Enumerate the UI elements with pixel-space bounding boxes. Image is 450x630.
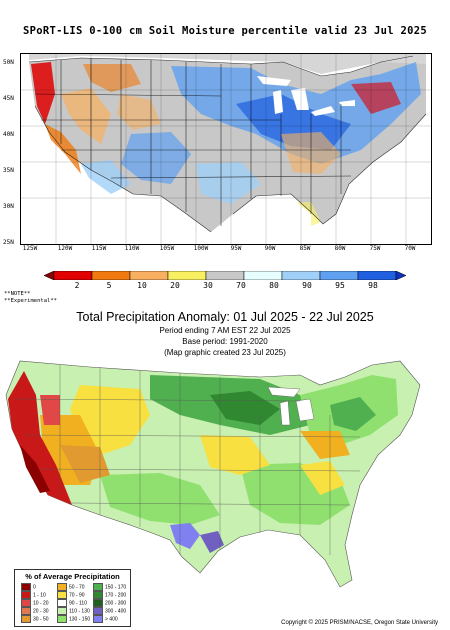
precip-legend-item: 90 - 110 <box>57 599 87 607</box>
soil-moisture-colorbar <box>44 271 406 280</box>
precip-legend-label: 50 - 70 <box>69 584 85 591</box>
precip-legend-swatch <box>93 599 103 607</box>
colorbar-swatch <box>319 271 359 280</box>
precip-legend-label: 200 - 300 <box>105 600 127 607</box>
precip-legend-item: 200 - 300 <box>93 599 126 607</box>
precip-legend-swatch <box>57 615 67 623</box>
precip-created-date: (Map graphic created 23 Jul 2025) <box>164 348 286 357</box>
colorbar-label-30: 30 <box>203 281 213 290</box>
precip-legend-label: 10 - 20 <box>33 600 49 607</box>
precip-legend-item: 130 - 150 <box>57 615 90 623</box>
lat-label-50n: 50N <box>3 59 14 66</box>
lon-label-95w: 95W <box>230 245 242 252</box>
precip-legend-swatch <box>57 583 67 591</box>
lon-label-70w: 70W <box>404 245 416 252</box>
note-label: **NOTE** <box>4 291 31 297</box>
lon-label-110w: 110W <box>124 245 140 252</box>
colorbar-swatch <box>91 271 131 280</box>
soil-moisture-map <box>20 53 432 245</box>
colorbar-label-95: 95 <box>335 281 345 290</box>
precip-legend-swatch <box>21 591 31 599</box>
colorbar-label-5: 5 <box>106 281 112 290</box>
precip-legend-label: 150 - 170 <box>105 584 127 591</box>
lat-label-35n: 35N <box>3 167 14 174</box>
precip-legend-item: 150 - 170 <box>93 583 126 591</box>
lon-label-100w: 100W <box>193 245 209 252</box>
precip-legend-swatch <box>21 583 31 591</box>
colorbar-swatch <box>357 271 397 280</box>
precip-legend-swatch <box>21 615 31 623</box>
colorbar-label-90: 90 <box>302 281 312 290</box>
precip-legend-swatch <box>57 607 67 615</box>
colorbar-label-10: 10 <box>137 281 147 290</box>
lon-label-90w: 90W <box>264 245 276 252</box>
precip-legend-item: > 400 <box>93 615 118 623</box>
precip-legend-label: 130 - 150 <box>69 616 91 623</box>
lon-label-75w: 75W <box>369 245 381 252</box>
precip-legend-label: 70 - 90 <box>69 592 85 599</box>
colorbar-label-2: 2 <box>74 281 80 290</box>
colorbar-label-80: 80 <box>269 281 279 290</box>
precip-legend-label: 0 <box>33 584 36 591</box>
precip-legend-swatch <box>57 591 67 599</box>
precip-legend-swatch <box>21 607 31 615</box>
precip-legend-item: 110 - 130 <box>57 607 90 615</box>
colorbar-swatch <box>243 271 283 280</box>
precip-period-subtitle: Period ending 7 AM EST 22 Jul 2025 <box>159 326 291 335</box>
precip-legend-swatch <box>93 591 103 599</box>
colorbar-min-arrow <box>44 271 55 280</box>
colorbar-max-arrow <box>395 271 406 280</box>
precip-legend-swatch <box>21 599 31 607</box>
precip-legend-swatch <box>57 599 67 607</box>
colorbar-swatch <box>53 271 93 280</box>
experimental-label: **Experimental** <box>4 298 57 304</box>
lon-label-105w: 105W <box>159 245 175 252</box>
precip-legend-item: 170 - 200 <box>93 591 126 599</box>
precip-legend-label: > 400 <box>105 616 118 623</box>
lat-label-45n: 45N <box>3 95 14 102</box>
lon-label-125w: 125W <box>22 245 38 252</box>
colorbar-label-20: 20 <box>170 281 180 290</box>
precip-legend-label: 90 - 110 <box>69 600 87 607</box>
precip-legend-item: 50 - 70 <box>57 583 85 591</box>
lon-label-80w: 80W <box>334 245 346 252</box>
precip-legend-label: 1 - 10 <box>33 592 46 599</box>
precip-anomaly-title: Total Precipitation Anomaly: 01 Jul 2025… <box>76 310 374 324</box>
colorbar-swatch <box>281 271 321 280</box>
precip-legend-item: 20 - 30 <box>21 607 49 615</box>
precip-anomaly-map <box>5 360 421 588</box>
precip-legend-label: 20 - 30 <box>33 608 49 615</box>
precip-legend-label: 170 - 200 <box>105 592 127 599</box>
precip-legend-item: 30 - 50 <box>21 615 49 623</box>
precip-legend-swatch <box>93 583 103 591</box>
colorbar-label-70: 70 <box>236 281 246 290</box>
lon-label-85w: 85W <box>299 245 311 252</box>
colorbar-swatch <box>129 271 169 280</box>
precip-legend-item: 70 - 90 <box>57 591 85 599</box>
precip-legend-swatch <box>93 607 103 615</box>
precip-legend-item: 1 - 10 <box>21 591 46 599</box>
precip-legend-title: % of Average Precipitation <box>25 572 120 581</box>
precip-legend-label: 30 - 50 <box>33 616 49 623</box>
precip-base-period: Base period: 1991-2020 <box>182 337 268 346</box>
colorbar-swatch <box>167 271 207 280</box>
lat-label-30n: 30N <box>3 203 14 210</box>
precip-legend-item: 0 <box>21 583 36 591</box>
lat-label-25n: 25N <box>3 239 14 246</box>
precip-legend-label: 300 - 400 <box>105 608 127 615</box>
lat-label-40n: 40N <box>3 131 14 138</box>
soil-moisture-map-graphic <box>21 54 431 244</box>
precip-legend-swatch <box>93 615 103 623</box>
colorbar-label-98: 98 <box>368 281 378 290</box>
colorbar-swatch <box>205 271 245 280</box>
lon-label-120w: 120W <box>57 245 73 252</box>
precip-legend-item: 300 - 400 <box>93 607 126 615</box>
copyright-text: Copyright © 2025 PRISM/NACSE, Oregon Sta… <box>281 620 438 626</box>
precip-legend-label: 110 - 130 <box>69 608 90 615</box>
soil-moisture-map-title: SPoRT-LIS 0-100 cm Soil Moisture percent… <box>23 25 427 37</box>
lon-label-115w: 115W <box>91 245 107 252</box>
precip-legend-item: 10 - 20 <box>21 599 49 607</box>
